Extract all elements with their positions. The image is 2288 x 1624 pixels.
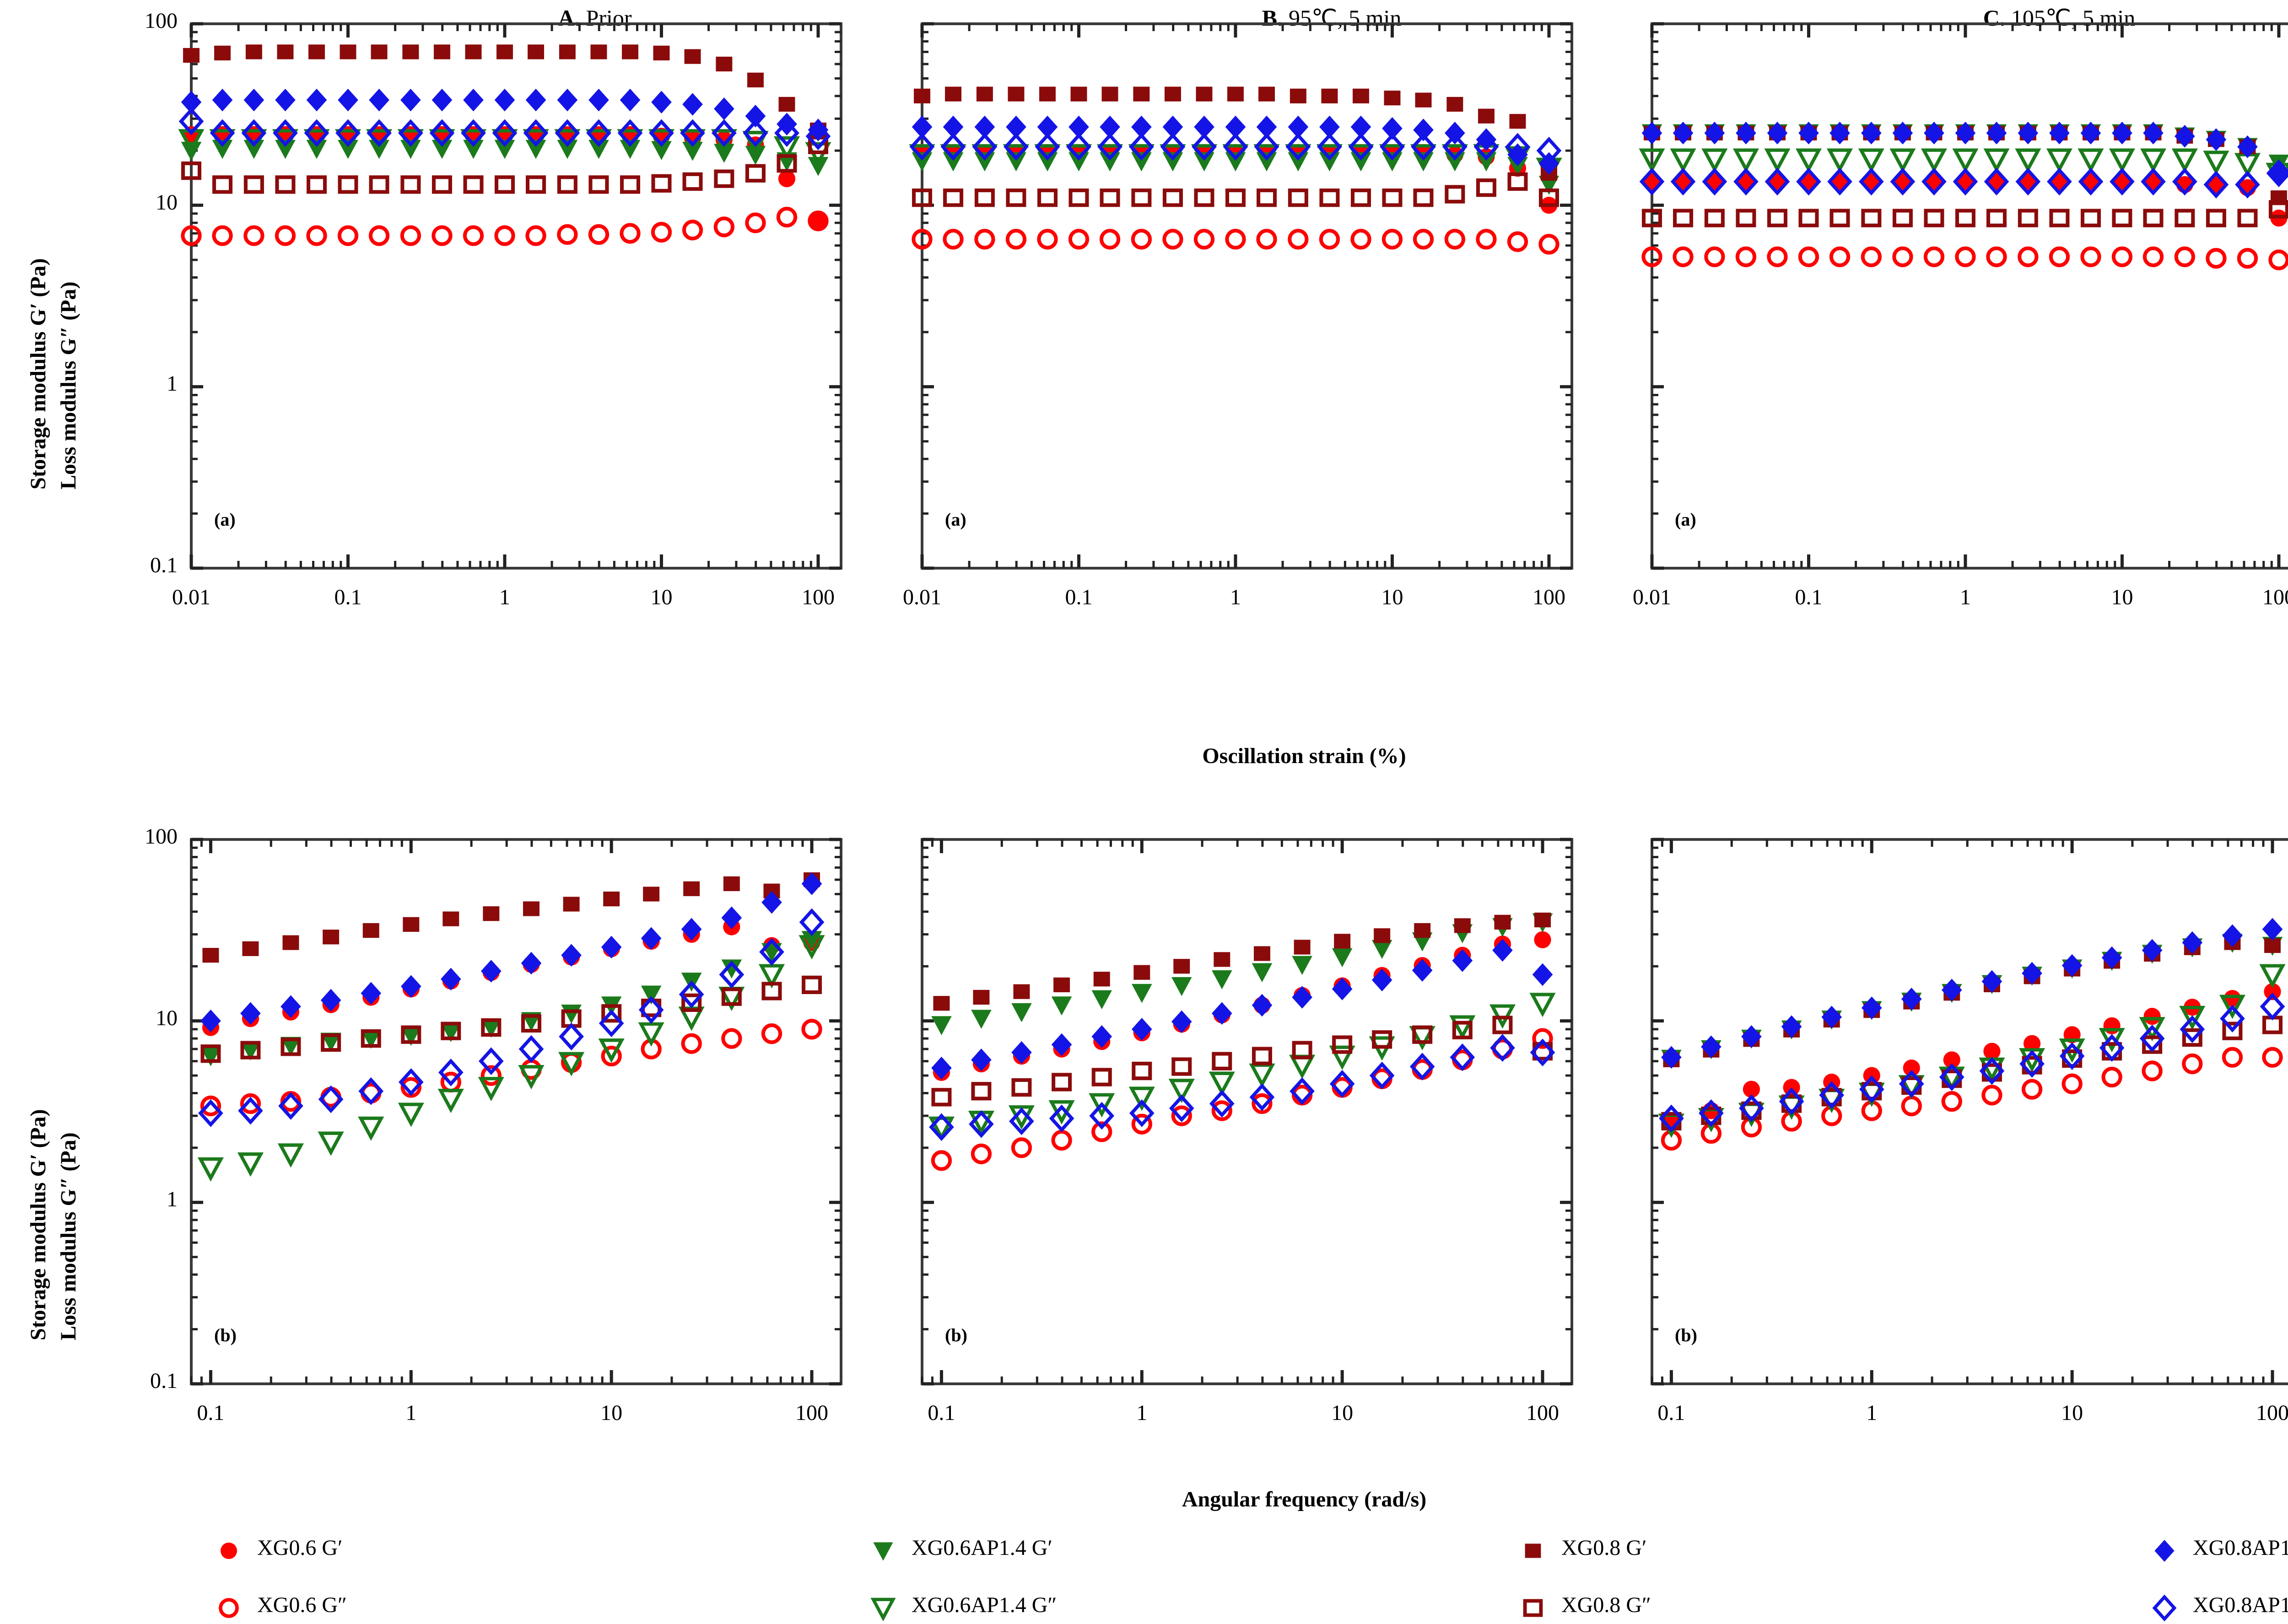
legend-marker-0 bbox=[221, 1543, 237, 1559]
series-6 bbox=[181, 88, 829, 141]
series-1 bbox=[912, 229, 1560, 255]
legend-item-label: XG0.6 G′ bbox=[257, 1536, 343, 1560]
series-7 bbox=[909, 133, 1562, 165]
series-1 bbox=[181, 207, 829, 246]
x-tick-label: 1 bbox=[405, 1401, 417, 1425]
series-5 bbox=[931, 1016, 1553, 1107]
x-tick-label: 10 bbox=[1331, 1401, 1354, 1425]
series-6 bbox=[1641, 122, 2288, 185]
y-tick-label: 100 bbox=[145, 824, 178, 849]
x-tick-label: 100 bbox=[795, 1401, 829, 1425]
panel-row-tag: (a) bbox=[945, 509, 966, 530]
series-0 bbox=[1643, 173, 2288, 227]
x-tick-label: 1 bbox=[1959, 585, 1971, 609]
y-tick-label: 1 bbox=[167, 371, 178, 396]
series-5 bbox=[1641, 200, 2288, 227]
series-6 bbox=[1661, 918, 2283, 1069]
x-axis-label-bottom: Angular frequency (rad/s) bbox=[1182, 1487, 1427, 1511]
x-tick-label: 10 bbox=[1381, 585, 1403, 609]
panel-title-a-text: Prior bbox=[580, 5, 632, 31]
legend-marker-6 bbox=[2154, 1540, 2175, 1562]
x-tick-label: 100 bbox=[2256, 1401, 2288, 1425]
y-tick-label: 10 bbox=[156, 190, 178, 215]
panel-row-tag: (b) bbox=[945, 1325, 967, 1345]
series-6 bbox=[200, 872, 822, 1032]
series-1 bbox=[1641, 246, 2288, 270]
legend-marker-3 bbox=[870, 1597, 896, 1622]
x-tick-label: 100 bbox=[1532, 585, 1565, 609]
series-1 bbox=[1661, 1047, 2283, 1151]
x-tick-label: 0.01 bbox=[172, 585, 210, 609]
panel-title-b-tag: B. bbox=[1262, 5, 1283, 31]
x-tick-label: 0.1 bbox=[1795, 585, 1823, 609]
y-tick-label: 100 bbox=[145, 9, 178, 33]
panel-row-tag: (a) bbox=[1675, 509, 1696, 530]
x-tick-label: 0.01 bbox=[1633, 585, 1671, 609]
series-7 bbox=[1639, 159, 2288, 199]
legend-marker-2 bbox=[873, 1542, 893, 1561]
panel-row-tag: (b) bbox=[1675, 1325, 1697, 1345]
series-7 bbox=[1659, 992, 2285, 1133]
x-tick-label: 10 bbox=[2111, 585, 2133, 609]
x-tick-label: 1 bbox=[1136, 1401, 1148, 1425]
x-tick-label: 0.01 bbox=[903, 585, 941, 609]
series-3 bbox=[1658, 964, 2286, 1138]
x-tick-label: 0.1 bbox=[1065, 585, 1093, 609]
y-tick-label: 0.1 bbox=[150, 1369, 178, 1393]
x-tick-label: 1 bbox=[499, 585, 510, 609]
panel-title-c: C. 105℃, 5 min bbox=[1785, 5, 2288, 31]
series-7 bbox=[198, 908, 825, 1127]
series-5 bbox=[912, 172, 1559, 207]
y-tick-label: 0.1 bbox=[150, 553, 178, 577]
x-tick-label: 1 bbox=[1230, 585, 1241, 609]
legend-item-label: XG0.8AP1.2 G′ bbox=[2193, 1536, 2288, 1560]
x-tick-label: 100 bbox=[2262, 585, 2288, 609]
panel-row-tag: (a) bbox=[214, 509, 236, 530]
y-tick-label: 1 bbox=[167, 1187, 178, 1212]
panel-title-a: A. Prior bbox=[320, 5, 869, 31]
legend-item-label: XG0.6AP1.4 G′ bbox=[912, 1536, 1052, 1560]
x-axis-label-top: Oscillation strain (%) bbox=[1202, 744, 1406, 768]
x-tick-label: 0.1 bbox=[334, 585, 362, 609]
x-tick-label: 10 bbox=[650, 585, 673, 609]
series-7 bbox=[929, 1034, 1555, 1141]
legend-item-label: XG0.8AP1.2 G″ bbox=[2193, 1593, 2288, 1617]
legend-item-label: XG0.8 G″ bbox=[1561, 1593, 1651, 1617]
legend-item-label: XG0.6 G″ bbox=[257, 1593, 347, 1617]
x-tick-label: 0.1 bbox=[197, 1401, 225, 1425]
x-tick-label: 0.1 bbox=[928, 1401, 955, 1425]
legend-markers bbox=[219, 1540, 2177, 1622]
series-7 bbox=[178, 107, 831, 151]
series-5 bbox=[181, 135, 828, 194]
legend-item-label: XG0.8 G′ bbox=[1561, 1536, 1647, 1560]
x-tick-label: 10 bbox=[600, 1401, 623, 1425]
x-tick-label: 1 bbox=[1866, 1401, 1878, 1425]
series-4 bbox=[933, 912, 1551, 1011]
legend-marker-1 bbox=[219, 1598, 239, 1618]
panel-row-tag: (b) bbox=[214, 1325, 237, 1345]
x-tick-label: 0.1 bbox=[1657, 1401, 1685, 1425]
x-tick-label: 100 bbox=[1526, 1401, 1560, 1425]
x-tick-label: 100 bbox=[801, 585, 835, 609]
legend-marker-5 bbox=[1523, 1599, 1543, 1617]
series-6 bbox=[931, 939, 1553, 1080]
x-tick-label: 10 bbox=[2061, 1401, 2083, 1425]
legend-marker-4 bbox=[1525, 1543, 1541, 1558]
panel-title-c-tag: C. bbox=[1983, 5, 2006, 31]
legend-item-label: XG0.6AP1.4 G″ bbox=[912, 1593, 1057, 1617]
series-4 bbox=[914, 86, 1557, 181]
y-tick-label: 10 bbox=[156, 1006, 178, 1030]
legend-marker-7 bbox=[2152, 1594, 2177, 1622]
panel-title-a-tag: A. bbox=[558, 5, 581, 31]
